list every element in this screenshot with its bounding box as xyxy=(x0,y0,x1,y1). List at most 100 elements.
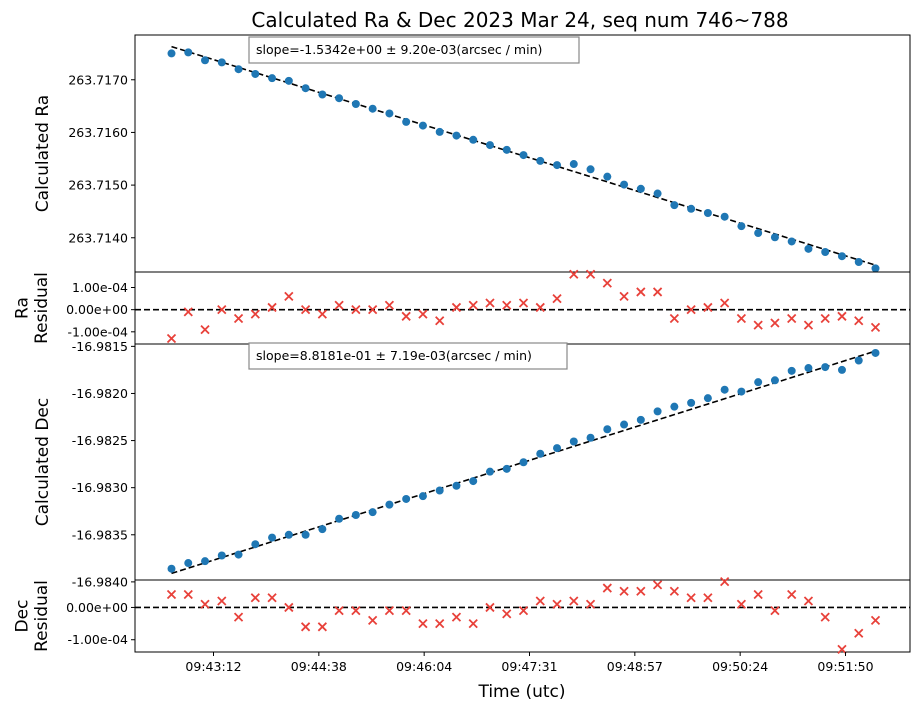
x-tick-label: 09:50:24 xyxy=(712,659,768,674)
chart-title: Calculated Ra & Dec 2023 Mar 24, seq num… xyxy=(251,8,788,32)
residual-point xyxy=(870,322,881,333)
residual-point xyxy=(334,606,344,616)
data-point xyxy=(821,363,830,372)
residual-point xyxy=(284,291,294,302)
residual-point xyxy=(485,602,495,613)
data-point xyxy=(804,364,813,373)
data-point xyxy=(251,540,260,549)
data-point xyxy=(703,209,712,218)
data-point xyxy=(687,398,696,407)
data-point xyxy=(318,525,327,534)
data-point xyxy=(854,257,863,266)
data-point xyxy=(720,385,729,394)
residual-point xyxy=(585,269,596,279)
residual-point xyxy=(468,618,478,629)
data-point xyxy=(217,58,226,67)
data-point xyxy=(351,99,360,108)
residual-point xyxy=(284,602,294,613)
x-tick-label: 09:47:31 xyxy=(501,659,557,674)
data-point xyxy=(837,365,846,374)
data-point xyxy=(636,415,645,424)
data-point xyxy=(787,237,796,246)
data-point xyxy=(653,407,662,416)
residual-point xyxy=(502,300,512,310)
y-axis-label: Calculated Ra xyxy=(33,95,53,212)
residual-point xyxy=(736,599,747,609)
residual-point xyxy=(468,300,478,310)
y-tick-label: -16.9825 xyxy=(72,433,128,448)
residual-point xyxy=(669,586,679,596)
data-point xyxy=(720,212,729,221)
data-point xyxy=(418,492,427,501)
residual-point xyxy=(217,596,227,606)
data-point xyxy=(167,49,176,58)
data-point xyxy=(469,477,478,486)
data-point xyxy=(201,56,210,65)
data-point xyxy=(787,366,796,375)
residual-point xyxy=(334,300,344,310)
data-point xyxy=(754,378,763,387)
ra-residual-panel: -1.00e-04 0.00e+00 1.00e-04 RaResidual xyxy=(12,269,911,345)
residual-point xyxy=(787,589,797,600)
residual-point xyxy=(418,618,428,629)
residual-point xyxy=(166,589,177,600)
residual-point xyxy=(502,609,512,619)
residual-point xyxy=(686,593,696,603)
x-axis-ticks: 09:43:12 09:44:38 09:46:04 09:47:31 09:48:57… xyxy=(185,652,874,674)
residual-point xyxy=(602,278,612,288)
residual-point xyxy=(652,580,663,590)
data-point xyxy=(402,494,411,503)
data-point xyxy=(687,204,696,213)
y-tick-label: 263.7170 xyxy=(68,72,128,87)
residual-point xyxy=(820,612,830,622)
data-point xyxy=(502,464,511,473)
residual-point xyxy=(435,618,445,629)
residual-point xyxy=(619,291,629,302)
data-point xyxy=(586,165,595,174)
residual-point xyxy=(250,593,260,603)
data-point xyxy=(452,131,461,140)
data-point xyxy=(435,486,444,495)
data-point xyxy=(385,109,394,118)
residual-point xyxy=(552,599,562,609)
residual-point xyxy=(720,298,730,308)
data-point xyxy=(804,244,813,253)
residual-point xyxy=(518,606,529,616)
data-point xyxy=(653,189,662,198)
residual-point xyxy=(585,599,596,609)
residual-point xyxy=(368,305,378,315)
data-point xyxy=(469,135,478,144)
residual-point xyxy=(200,599,210,609)
residual-point xyxy=(233,313,244,324)
data-point xyxy=(485,467,494,476)
y-tick-label: 1.00e-04 xyxy=(72,280,128,295)
residual-point xyxy=(401,606,411,616)
residual-point xyxy=(217,305,227,315)
residual-point xyxy=(233,612,244,622)
slope-annotation-box xyxy=(248,342,568,370)
data-point xyxy=(737,387,746,396)
data-point xyxy=(871,264,880,273)
data-point xyxy=(184,559,193,568)
x-tick-label: 09:51:50 xyxy=(817,659,873,674)
residual-point xyxy=(535,302,545,313)
residual-point xyxy=(703,302,713,313)
residual-point xyxy=(518,298,529,308)
data-point xyxy=(770,376,779,385)
data-point xyxy=(569,160,578,169)
residual-point xyxy=(351,606,361,616)
data-point xyxy=(301,84,310,93)
data-point xyxy=(553,161,562,170)
residual-point xyxy=(803,320,814,330)
data-point xyxy=(502,145,511,154)
slope-annotation: slope=-1.5342e+00 ± 9.20e-03(arcsec / mi… xyxy=(256,42,542,57)
y-axis-label: Calculated Dec xyxy=(33,398,53,527)
residual-point xyxy=(267,593,277,603)
y-tick-label: 263.7140 xyxy=(68,230,128,245)
y-axis-label: DecResidual xyxy=(12,580,52,652)
residual-point xyxy=(250,309,260,319)
data-point xyxy=(318,90,327,99)
data-point xyxy=(368,104,377,113)
data-point xyxy=(620,420,629,429)
